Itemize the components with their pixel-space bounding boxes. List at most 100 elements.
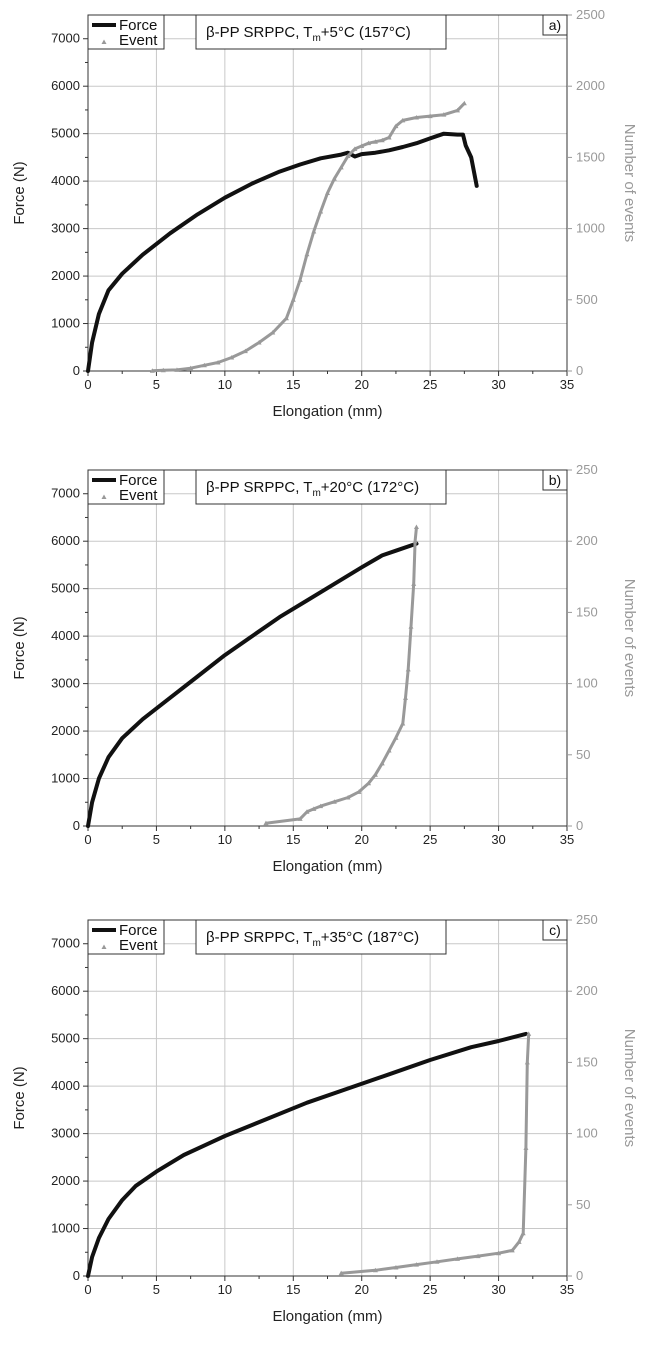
y-tick-label: 2000 — [51, 268, 80, 283]
x-tick-label: 25 — [423, 1282, 437, 1297]
y-axis-title: Force (N) — [11, 616, 28, 679]
event-point — [372, 772, 378, 777]
event-point — [256, 340, 262, 345]
event-point — [345, 795, 351, 800]
event-point — [386, 134, 392, 140]
event-point — [379, 760, 385, 766]
y2-tick-label: 50 — [576, 1197, 590, 1212]
legend-event-label: Event — [119, 487, 158, 504]
y2-tick-label: 0 — [576, 1268, 583, 1283]
chart-title: β-PP SRPPC, Tm+35°C (187°C) — [195, 919, 447, 955]
chart-svg-b: 0 5 10 15 20 25 30 3501000200030004000500060007… — [11, 462, 638, 875]
x-tick-label: 30 — [491, 832, 505, 847]
y2-tick-label: 1500 — [576, 149, 605, 164]
event-point — [413, 524, 419, 529]
y2-tick-label: 0 — [576, 818, 583, 833]
chart-svg-a: 0 5 10 15 20 25 30 3501000200030004000500060007… — [11, 7, 638, 420]
x-tick-label: 30 — [491, 377, 505, 392]
event-point — [215, 359, 221, 365]
x-tick-label: 0 — [84, 377, 91, 392]
x-tick-label: 0 — [84, 1282, 91, 1297]
y-tick-label: 2000 — [51, 1173, 80, 1188]
x-tick-label: 5 — [153, 1282, 160, 1297]
event-point — [393, 1264, 399, 1270]
event-point — [516, 1239, 522, 1244]
title-box — [195, 469, 447, 505]
event-point — [403, 695, 409, 700]
y2-tick-label: 500 — [576, 292, 598, 307]
title-box — [195, 14, 447, 50]
event-point — [356, 789, 362, 794]
plot-frame — [87, 919, 568, 1277]
y-tick-label: 5000 — [51, 126, 80, 141]
event-point — [304, 251, 310, 257]
y-tick-label: 0 — [73, 1268, 80, 1283]
grid — [87, 920, 568, 1277]
panel-label-box — [542, 919, 568, 941]
y-tick-label: 2000 — [51, 723, 80, 738]
legend-force-label: Force — [119, 17, 157, 34]
y2-tick-label: 2000 — [576, 78, 605, 93]
event-point — [263, 820, 269, 826]
y-tick-label: 6000 — [51, 78, 80, 93]
panel-label: b) — [542, 469, 568, 491]
y-tick-label: 1000 — [51, 771, 80, 786]
panel-label-text: b) — [549, 472, 561, 488]
y2-tick-label: 150 — [576, 604, 598, 619]
x-axis-title: Elongation (mm) — [272, 1308, 382, 1325]
x-tick-label: 35 — [560, 832, 574, 847]
event-point — [526, 1031, 532, 1036]
y-tick-label: 1000 — [51, 316, 80, 331]
y2-tick-label: 100 — [576, 1126, 598, 1141]
x-tick-label: 15 — [286, 832, 300, 847]
y-tick-label: 1000 — [51, 1221, 80, 1236]
y2-axis-title: Number of events — [621, 124, 638, 242]
legend-force-label: Force — [119, 472, 157, 489]
y2-tick-label: 250 — [576, 462, 598, 477]
y2-tick-label: 250 — [576, 912, 598, 927]
y2-tick-label: 200 — [576, 533, 598, 548]
y-tick-label: 7000 — [51, 486, 80, 501]
x-tick-label: 0 — [84, 832, 91, 847]
event-point — [188, 365, 194, 371]
event-point — [372, 1267, 378, 1273]
event-point — [434, 1259, 440, 1264]
y-tick-label: 5000 — [51, 1031, 80, 1046]
event-point — [297, 816, 303, 821]
event-point — [411, 581, 417, 586]
event-point — [201, 362, 207, 368]
x-tick-label: 35 — [560, 1282, 574, 1297]
event-point — [413, 115, 419, 120]
legend-event-swatch — [101, 39, 107, 44]
y-axis-title: Force (N) — [11, 161, 28, 224]
y-tick-label: 6000 — [51, 983, 80, 998]
grid — [87, 15, 568, 372]
x-tick-label: 15 — [286, 1282, 300, 1297]
force-series-line — [86, 1031, 528, 1278]
event-point — [412, 538, 418, 544]
y2-tick-label: 150 — [576, 1054, 598, 1069]
event-point — [520, 1230, 526, 1236]
event-series-line — [341, 1033, 531, 1275]
event-point — [366, 140, 372, 146]
y-tick-label: 4000 — [51, 173, 80, 188]
event-point — [242, 348, 248, 354]
event-point — [461, 100, 467, 106]
y-tick-label: 5000 — [51, 581, 80, 596]
event-point — [311, 806, 317, 811]
title-text: β-PP SRPPC, Tm+5°C (157°C) — [206, 24, 411, 44]
force-series-line — [86, 541, 419, 828]
y2-tick-label: 1000 — [576, 221, 605, 236]
event-point — [229, 354, 235, 360]
event-point — [304, 809, 310, 814]
legend-box — [87, 14, 165, 50]
event-point — [366, 780, 372, 786]
event-point — [290, 297, 296, 302]
event-point — [455, 107, 461, 113]
event-point — [408, 624, 414, 629]
y-tick-label: 7000 — [51, 936, 80, 951]
event-point — [338, 1270, 344, 1276]
legend-force-label: Force — [119, 922, 157, 939]
